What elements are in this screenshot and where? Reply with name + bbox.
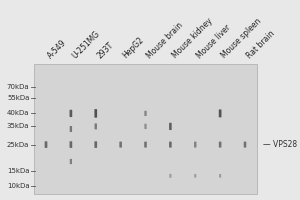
FancyBboxPatch shape — [119, 142, 122, 148]
FancyBboxPatch shape — [169, 174, 171, 178]
Text: 293T: 293T — [96, 40, 116, 60]
Text: 25kDa: 25kDa — [7, 142, 29, 148]
FancyBboxPatch shape — [70, 110, 72, 117]
FancyBboxPatch shape — [194, 174, 196, 178]
FancyBboxPatch shape — [219, 142, 221, 148]
Text: Mouse spleen: Mouse spleen — [220, 17, 263, 60]
FancyBboxPatch shape — [144, 111, 147, 116]
FancyBboxPatch shape — [169, 123, 172, 130]
Text: 15kDa: 15kDa — [7, 168, 29, 174]
FancyBboxPatch shape — [219, 109, 221, 117]
Text: 35kDa: 35kDa — [7, 123, 29, 129]
Text: Mouse liver: Mouse liver — [195, 23, 233, 60]
Text: U-251MG: U-251MG — [71, 29, 102, 60]
Text: Mouse brain: Mouse brain — [146, 20, 185, 60]
Text: 10kDa: 10kDa — [7, 183, 29, 189]
FancyBboxPatch shape — [70, 159, 72, 164]
FancyBboxPatch shape — [194, 142, 196, 148]
FancyBboxPatch shape — [244, 142, 246, 148]
Text: 40kDa: 40kDa — [7, 110, 29, 116]
Bar — [34, 64, 257, 194]
FancyBboxPatch shape — [219, 174, 221, 178]
FancyBboxPatch shape — [144, 124, 147, 129]
FancyBboxPatch shape — [70, 141, 72, 148]
Text: 70kDa: 70kDa — [7, 84, 29, 90]
Text: Mouse kidney: Mouse kidney — [170, 16, 214, 60]
FancyBboxPatch shape — [94, 141, 97, 148]
Text: 55kDa: 55kDa — [7, 95, 29, 101]
FancyBboxPatch shape — [169, 142, 172, 148]
Text: Rat brain: Rat brain — [245, 29, 277, 60]
FancyBboxPatch shape — [45, 141, 47, 148]
FancyBboxPatch shape — [94, 109, 97, 118]
FancyBboxPatch shape — [94, 123, 97, 129]
Text: HepG2: HepG2 — [121, 35, 145, 60]
Text: A-549: A-549 — [46, 38, 68, 60]
Text: — VPS28: — VPS28 — [263, 140, 297, 149]
FancyBboxPatch shape — [70, 126, 72, 132]
FancyBboxPatch shape — [144, 142, 147, 148]
